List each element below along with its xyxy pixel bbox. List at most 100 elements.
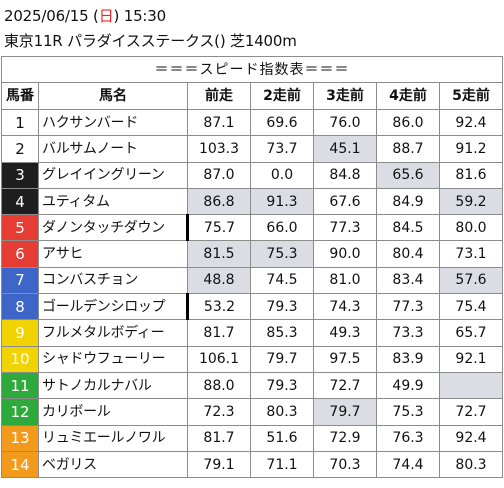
speed-index-cell: 75.3	[376, 398, 440, 426]
horse-number-cell: 9	[1, 319, 39, 347]
col-header-last-race: 前走	[187, 82, 251, 110]
speed-index-cell: 81.5	[187, 240, 251, 268]
speed-index-cell: 80.0	[439, 214, 503, 242]
speed-index-cell: 73.7	[250, 135, 314, 163]
speed-index-cell: 75.3	[250, 240, 314, 268]
speed-index-cell: 79.3	[250, 371, 314, 400]
speed-index-cell: 88.0	[187, 371, 251, 400]
speed-index-cell: 80.3	[439, 450, 503, 479]
table-row: 7 コンバスチョン 48.8 74.5 81.0 83.4 57.6	[1, 266, 503, 295]
horse-name-cell: フルメタルボディー	[38, 319, 188, 347]
speed-index-cell: 75.4	[439, 293, 503, 321]
speed-index-cell: 53.2	[187, 293, 251, 321]
speed-index-cell: 49.9	[376, 371, 440, 400]
speed-index-cell: 75.7	[187, 214, 251, 242]
speed-index-cell: 74.3	[313, 293, 377, 321]
horse-name-cell: ゴールデンシロップ	[38, 293, 189, 321]
table-row: 3 グレイイングリーン 87.0 0.0 84.8 65.6 81.6	[1, 161, 503, 189]
speed-index-cell: 59.2	[439, 187, 503, 216]
speed-index-cell: 79.7	[250, 345, 314, 373]
speed-index-cell: 80.3	[250, 398, 314, 426]
speed-index-cell: 83.9	[376, 345, 440, 373]
speed-index-cell: 92.1	[439, 345, 503, 373]
speed-index-cell: 57.6	[439, 266, 503, 295]
horse-name-cell: ダノンタッチダウン	[38, 214, 189, 242]
horse-number-cell: 8	[1, 293, 39, 321]
horse-name-cell: コンバスチョン	[38, 266, 188, 295]
speed-index-cell: 49.3	[313, 319, 377, 347]
table-row: 2 バルサムノート 103.3 73.7 45.1 88.7 91.2	[1, 135, 503, 163]
horse-name-cell: ベガリス	[38, 450, 188, 479]
speed-index-cell: 72.7	[439, 398, 503, 426]
speed-index-cell: 79.3	[250, 293, 314, 321]
speed-index-cell: 51.6	[250, 424, 314, 452]
speed-index-cell: 72.9	[313, 424, 377, 452]
horse-name-cell: サトノカルナバル	[38, 371, 188, 400]
horse-name-cell: リュミエールノワル	[38, 424, 188, 452]
speed-index-cell: 80.4	[376, 240, 440, 268]
speed-index-cell	[439, 371, 503, 400]
table-row: 4 ユティタム 86.8 91.3 67.6 84.9 59.2	[1, 187, 503, 216]
speed-index-cell: 84.5	[376, 214, 440, 242]
horse-number-cell: 7	[1, 266, 39, 295]
horse-number-cell: 3	[1, 161, 39, 189]
horse-name-cell: シャドウフューリー	[38, 345, 188, 373]
col-header-number: 馬番	[1, 82, 39, 110]
table-row: 8 ゴールデンシロップ 53.2 79.3 74.3 77.3 75.4	[1, 293, 503, 321]
speed-index-cell: 70.3	[313, 450, 377, 479]
speed-index-cell: 76.0	[313, 108, 377, 137]
speed-index-cell: 86.0	[376, 108, 440, 137]
race-time: ) 15:30	[113, 7, 167, 25]
horse-number-cell: 12	[1, 398, 39, 426]
speed-index-cell: 74.4	[376, 450, 440, 479]
speed-index-cell: 73.3	[376, 319, 440, 347]
speed-index-cell: 87.0	[187, 161, 251, 189]
column-header-row: 馬番 馬名 前走 2走前 3走前 4走前 5走前	[1, 82, 503, 110]
table-row: 5 ダノンタッチダウン 75.7 66.0 77.3 84.5 80.0	[1, 214, 503, 242]
horse-number-cell: 13	[1, 424, 39, 452]
horse-number-cell: 2	[1, 135, 39, 163]
speed-index-cell: 81.7	[187, 424, 251, 452]
speed-index-cell: 92.4	[439, 108, 503, 137]
speed-index-cell: 106.1	[187, 345, 251, 373]
race-weekday: 日	[98, 7, 114, 25]
speed-index-cell: 72.7	[313, 371, 377, 400]
speed-index-table: ＝＝＝スピード指数表＝＝＝ 馬番 馬名 前走 2走前 3走前 4走前 5走前 1…	[1, 56, 503, 479]
speed-index-cell: 81.6	[439, 161, 503, 189]
speed-index-cell: 87.1	[187, 108, 251, 137]
speed-index-cell: 91.3	[250, 187, 314, 216]
table-title: ＝＝＝スピード指数表＝＝＝	[1, 56, 503, 83]
speed-index-cell: 65.7	[439, 319, 503, 347]
speed-index-cell: 88.7	[376, 135, 440, 163]
speed-index-cell: 85.3	[250, 319, 314, 347]
table-row: 12 カリボール 72.3 80.3 79.7 75.3 72.7	[1, 398, 503, 426]
col-header-4-races-ago: 4走前	[376, 82, 440, 110]
speed-index-cell: 71.1	[250, 450, 314, 479]
speed-index-cell: 81.0	[313, 266, 377, 295]
speed-index-cell: 67.6	[313, 187, 377, 216]
speed-index-cell: 73.1	[439, 240, 503, 268]
horse-number-cell: 1	[1, 108, 39, 137]
horse-number-cell: 5	[1, 214, 39, 242]
horse-name-cell: グレイイングリーン	[38, 161, 188, 189]
speed-index-cell: 86.8	[187, 187, 251, 216]
table-row: 9 フルメタルボディー 81.7 85.3 49.3 73.3 65.7	[1, 319, 503, 347]
col-header-5-races-ago: 5走前	[439, 82, 503, 110]
speed-index-cell: 45.1	[313, 135, 377, 163]
speed-index-cell: 65.6	[376, 161, 440, 189]
speed-index-cell: 74.5	[250, 266, 314, 295]
speed-index-cell: 84.8	[313, 161, 377, 189]
speed-index-cell: 66.0	[250, 214, 314, 242]
horse-number-cell: 6	[1, 240, 39, 268]
horse-name-cell: アサヒ	[38, 240, 188, 268]
speed-index-cell: 72.3	[187, 398, 251, 426]
horse-number-cell: 10	[1, 345, 39, 373]
speed-index-cell: 90.0	[313, 240, 377, 268]
horse-name-cell: カリボール	[38, 398, 188, 426]
horse-name-cell: ハクサンバード	[38, 108, 188, 137]
race-info: 東京11R パラダイスステークス() 芝1400m	[4, 32, 297, 50]
speed-index-cell: 103.3	[187, 135, 251, 163]
speed-index-cell: 97.5	[313, 345, 377, 373]
speed-index-cell: 92.4	[439, 424, 503, 452]
race-date: 2025/06/15 (	[4, 7, 99, 25]
